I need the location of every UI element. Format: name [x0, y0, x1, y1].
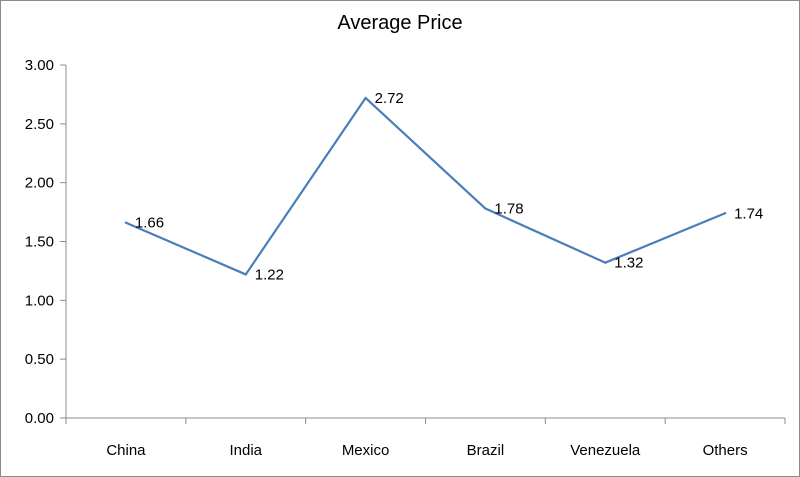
x-tick-label: Others — [703, 442, 748, 459]
y-tick-label: 1.00 — [25, 292, 54, 309]
x-tick-label: India — [229, 442, 262, 459]
y-tick-label: 2.50 — [25, 116, 54, 133]
data-label: 1.22 — [255, 266, 284, 283]
y-tick-label: 3.00 — [25, 57, 54, 74]
x-tick-label: Brazil — [467, 442, 505, 459]
data-point — [723, 212, 727, 215]
x-tick-label: Venezuela — [570, 442, 641, 459]
data-label: 1.66 — [135, 215, 164, 232]
data-label: 1.78 — [494, 201, 523, 218]
data-label: 2.72 — [375, 90, 404, 107]
data-point — [244, 273, 247, 276]
y-axis-ticks: 0.00 0.50 1.00 1.50 2.00 2.50 3.00 — [25, 57, 66, 427]
data-label: 1.74 — [734, 205, 763, 222]
x-tick-label: Mexico — [342, 442, 390, 459]
series-line — [125, 96, 726, 276]
data-point — [364, 96, 367, 100]
data-point — [604, 261, 607, 264]
x-tick-label: China — [106, 442, 146, 459]
data-labels: 1.66 1.22 2.72 1.78 1.32 1.74 — [135, 90, 763, 283]
y-tick-label: 2.00 — [25, 175, 54, 192]
y-tick-label: 0.00 — [25, 410, 54, 427]
chart-title: Average Price — [337, 12, 463, 34]
data-point — [124, 221, 128, 224]
data-point — [484, 207, 487, 210]
series-group — [124, 96, 727, 276]
x-axis-ticks: China India Mexico Brazil Venezuela Others — [65, 418, 786, 459]
y-tick-label: 1.50 — [25, 234, 54, 251]
y-tick-label: 0.50 — [25, 351, 54, 368]
data-label: 1.32 — [614, 255, 643, 272]
